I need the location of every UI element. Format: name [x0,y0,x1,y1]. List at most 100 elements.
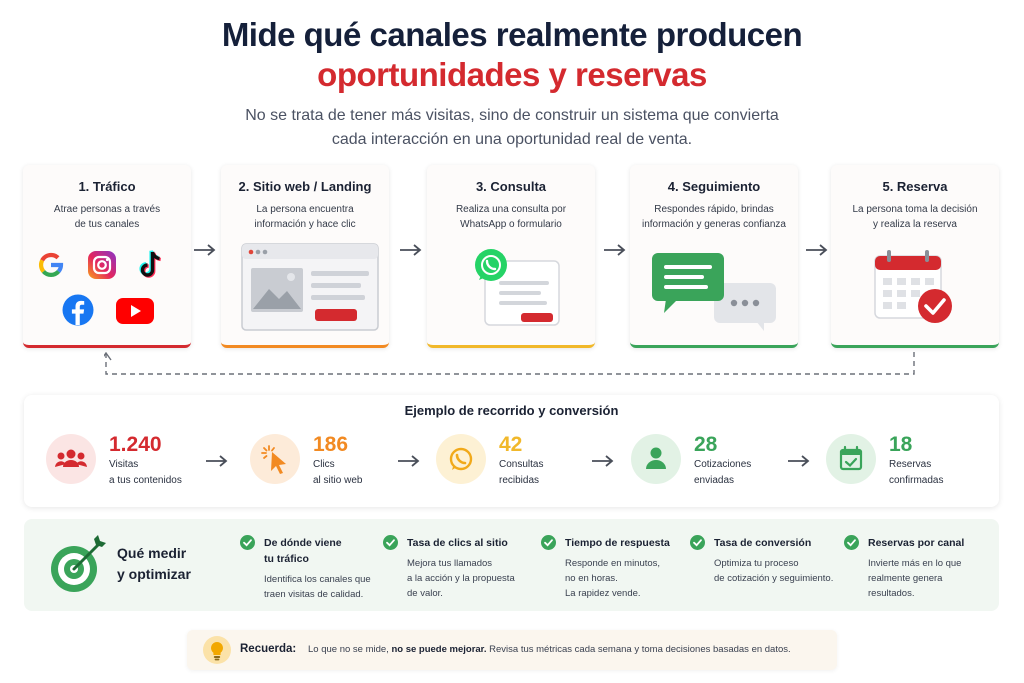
metric-value: 186 [313,433,349,456]
kpi-description-line: Optimiza tu proceso [714,558,799,569]
flow-arrow-icon [604,244,626,256]
step-description: Respondes rápido, brindas información y … [636,202,792,232]
flow-arrow-icon [194,244,216,256]
flow-arrow-icon [400,244,422,256]
check-icon [541,535,556,550]
step-title: 3. Consulta [475,179,547,194]
remember-text-bold: no se puede mejorar. [391,644,487,655]
google-icon [38,252,64,277]
target-icon [51,535,106,592]
flow-arrow-icon [592,455,614,467]
step-description-line: Respondes rápido, brindas [654,204,774,215]
remember-text-part: Lo que no se mide, [308,644,392,655]
youtube-icon [116,298,154,324]
step-card-followup: 4. Seguimiento Respondes rápido, brindas… [630,165,798,348]
step-card-website: 2. Sitio web / Landing La persona encuen… [221,165,389,348]
conversion-example-panel: Ejemplo de recorrido y conversión 1.240 … [24,395,999,507]
kpi-description: Mejora tus llamados a la acción y la pro… [407,556,547,601]
browser-window-icon [241,243,379,331]
cursor-click-icon [250,434,300,484]
step-description-line: Atrae personas a través [53,204,161,215]
measure-optimize-panel: Qué medir y optimizar De dónde viene tu t… [24,519,999,611]
check-icon [844,535,859,550]
facebook-icon [62,294,94,326]
kpi-title: Tasa de clics al sitio [407,537,508,549]
metric-value: 28 [694,433,718,456]
step-title: 1. Tráfico [78,179,136,194]
step-title: 5. Reserva [882,179,948,194]
remember-label: Recuerda: [240,643,297,655]
step-description-line: WhatsApp o formulario [460,219,562,230]
kpi-description-line: Invierte más en lo que [868,558,962,569]
step-card-traffic: 1. Tráfico Atrae personas a través de tu… [23,165,191,348]
kpi-title: Reservas por canal [868,537,965,549]
metric-value: 1.240 [109,433,162,456]
lightbulb-icon [203,636,231,664]
subtitle-line-1: No se trata de tener más visitas, sino d… [245,107,779,124]
step-description-line: La persona toma la decisión [852,204,978,215]
page-title: Mide qué canales realmente producen [221,16,803,53]
kpi-description-line: resultados. [868,588,915,599]
kpi-description-line: no en horas. [565,573,618,584]
metric-label: Cotizaciones [694,459,752,470]
step-description: La persona toma la decisión y realiza la… [837,202,993,232]
remember-text-part: Revisa tus métricas cada semana y toma d… [486,644,791,655]
metric-value: 42 [499,433,523,456]
kpi-title-line: De dónde viene [264,537,342,549]
check-icon [240,535,255,550]
step-description-line: y realiza la reserva [873,219,957,230]
kpi-description-line: de cotización y seguimiento. [714,573,834,584]
flow-arrow-icon [806,244,828,256]
check-icon [383,535,398,550]
metric-value: 18 [889,433,913,456]
conversion-title: Ejemplo de recorrido y conversión [404,403,619,418]
kpi-description: Responde en minutos, no en horas. La rap… [565,556,705,601]
metric-label: Clics [313,459,335,470]
metric-label: Reservas [889,459,932,470]
kpi-description-line: a la acción y la propuesta [407,573,515,584]
page-title-highlight: oportunidades y reservas [317,56,707,93]
kpi-title-line: tu tráfico [264,553,309,565]
measure-heading: Qué medir y optimizar [117,543,191,585]
kpi-title: Tasa de conversión [714,537,812,549]
kpi-description-line: La rapidez vende. [565,588,641,599]
tiktok-icon [139,250,162,278]
step-description-line: La persona encuentra [256,204,354,215]
step-description: Realiza una consulta por WhatsApp o form… [433,202,589,232]
step-description-line: información y hace clic [254,219,356,230]
flow-arrow-icon [788,455,810,467]
calendar-check-icon [826,434,876,484]
kpi-description: Optimiza tu proceso de cotización y segu… [714,556,854,586]
step-card-inquiry: 3. Consulta Realiza una consulta por Wha… [427,165,595,348]
metric-sublabel: al sitio web [313,475,363,486]
kpi-description: Invierte más en lo que realmente genera … [868,556,1008,601]
kpi-title: Tiempo de respuesta [565,537,670,549]
step-title: 4. Seguimiento [667,179,761,194]
step-description-line: de tus canales [74,219,140,230]
measure-heading-line: Qué medir [117,545,187,561]
kpi-description-line: Mejora tus llamados [407,558,493,569]
feedback-loop-arrow-icon [104,352,915,375]
remember-callout: Recuerda: Lo que no se mide, no se puede… [187,630,837,670]
step-card-booking: 5. Reserva La persona toma la decisión y… [831,165,999,348]
kpi-description-line: Responde en minutos, [565,558,661,569]
step-description: Atrae personas a través de tus canales [29,202,185,232]
step-description-line: información y generas confianza [642,219,786,230]
kpi-title: De dónde viene tu tráfico [264,535,394,567]
subtitle-line-2: cada interacción en una oportunidad real… [331,131,693,148]
users-icon [46,434,96,484]
check-icon [690,535,705,550]
whatsapp-form-icon [475,249,560,326]
step-description-line: Realiza una consulta por [455,204,567,215]
kpi-description-line: Identifica los canales que [264,574,371,585]
metric-sublabel: confirmadas [889,475,944,486]
chat-bubbles-icon [652,253,776,331]
step-description: La persona encuentra información y hace … [227,202,383,232]
kpi-description: Identifica los canales que traen visitas… [264,572,404,602]
whatsapp-icon [436,434,486,484]
remember-text: Lo que no se mide, no se puede mejorar. … [308,644,791,655]
kpi-description-line: de valor. [407,588,443,599]
kpi-description-line: realmente genera [868,573,943,584]
instagram-icon [88,251,116,279]
step-title: 2. Sitio web / Landing [238,179,372,194]
